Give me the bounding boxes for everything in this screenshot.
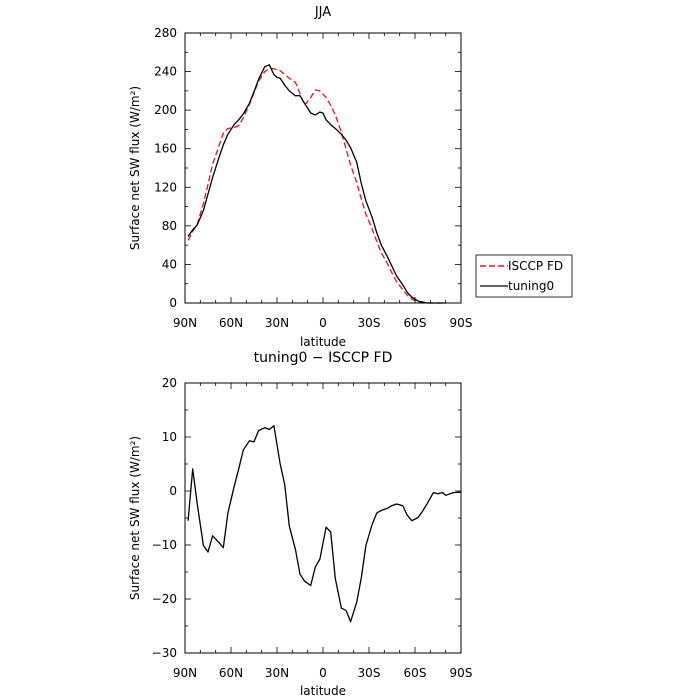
- diff-x-axis-label: latitude: [300, 684, 346, 698]
- y-tick-label: 80: [162, 219, 177, 233]
- x-tick-label: 30S: [358, 316, 381, 330]
- x-tick-label: 0: [319, 316, 327, 330]
- x-tick-label: 60N: [219, 666, 243, 680]
- legend: ISCCP FD tuning0: [475, 254, 573, 298]
- x-tick-label: 60S: [404, 666, 427, 680]
- legend-label-tuning0: tuning0: [508, 279, 554, 293]
- y-tick-label: 240: [154, 65, 177, 79]
- flux-ticks: 90N 60N 30N 0 30S 60S 90S 0 40 80 120 160 200 240 280: [154, 26, 472, 330]
- y-tick-label: −30: [152, 646, 177, 660]
- x-tick-label: 30N: [265, 316, 289, 330]
- flux-plot-frame: [184, 32, 462, 304]
- x-tick-label: 60S: [404, 316, 427, 330]
- diff-plot-frame: [184, 382, 462, 654]
- diff-series-line-series-1: [187, 425, 462, 623]
- flux-y-axis-label: Surface net SW flux (W/m²): [128, 86, 142, 250]
- y-tick-label: 200: [154, 103, 177, 117]
- y-tick-label: −20: [152, 592, 177, 606]
- y-tick-label: 160: [154, 142, 177, 156]
- x-tick-label: 0: [319, 666, 327, 680]
- flux-series-line-isccp-fd: [187, 68, 446, 304]
- diff-ticks: 90N 60N 30N 0 30S 60S 90S −30 −20 −10 0 10 20: [152, 376, 473, 680]
- x-tick-label: 30S: [358, 666, 381, 680]
- diff-panel: tuning0 − ISCCP FD 90N 60N 30N 0 30S 60S 90S −3…: [128, 350, 472, 698]
- diff-series-layer: [187, 425, 462, 623]
- y-tick-label: 120: [154, 180, 177, 194]
- y-tick-label: 0: [169, 484, 177, 498]
- y-tick-label: 40: [162, 257, 177, 271]
- y-tick-label: 20: [162, 376, 177, 390]
- x-tick-label: 90N: [173, 316, 197, 330]
- x-tick-label: 90N: [173, 666, 197, 680]
- flux-chart-title: JJA: [314, 5, 331, 20]
- x-tick-label: 90S: [450, 316, 473, 330]
- legend-box: [475, 254, 573, 298]
- x-tick-label: 30N: [265, 666, 289, 680]
- y-tick-label: 280: [154, 26, 177, 40]
- diff-chart-title: tuning0 − ISCCP FD: [254, 350, 393, 366]
- y-tick-label: 10: [162, 430, 177, 444]
- x-tick-label: 90S: [450, 666, 473, 680]
- y-tick-label: −10: [152, 538, 177, 552]
- y-tick-label: 0: [169, 296, 177, 310]
- flux-panel: JJA 90N 60N 30N 0 30S 60S 90S 0 40 80 120 160 200 240…: [128, 5, 472, 349]
- flux-series-line-tuning0: [187, 64, 446, 304]
- diff-y-axis-label: Surface net SW flux (W/m²): [128, 436, 142, 600]
- flux-x-axis-label: latitude: [300, 335, 346, 349]
- legend-label-isccp-fd: ISCCP FD: [508, 259, 563, 273]
- x-tick-label: 60N: [219, 316, 243, 330]
- flux-series-layer: [187, 64, 446, 304]
